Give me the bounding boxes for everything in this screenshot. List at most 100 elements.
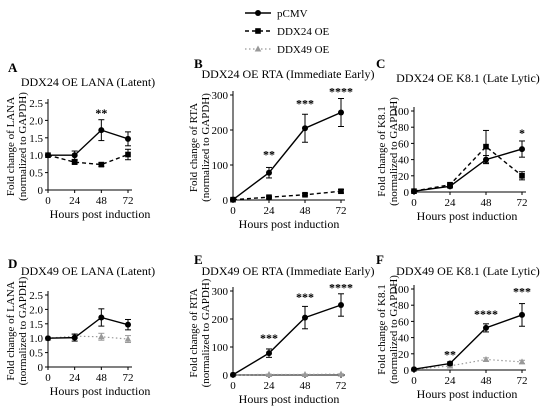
series-line-pcmv bbox=[232, 304, 342, 376]
y-tick-label: 2.5 bbox=[29, 290, 43, 302]
data-point-pcmv bbox=[411, 188, 417, 195]
y-tick-label: 200 bbox=[212, 314, 229, 326]
legend-entry-pcmv: pCMV bbox=[245, 8, 308, 20]
x-tick-label: 48 bbox=[481, 375, 493, 387]
significance-label: ** bbox=[95, 106, 107, 120]
data-point-pcmv bbox=[45, 335, 51, 342]
legend-marker-pcmv bbox=[255, 10, 261, 16]
y-tick-label: 300 bbox=[212, 90, 229, 102]
series-line-pcmv bbox=[413, 314, 523, 370]
y-axis-label-line: (normalized to GAPDH) bbox=[17, 276, 29, 385]
series-line-ddx24 bbox=[232, 190, 342, 201]
data-point-pcmv bbox=[302, 314, 308, 321]
x-tick-label: 0 bbox=[45, 195, 51, 207]
y-tick-label: 60 bbox=[398, 138, 410, 150]
legend-label-pcmv: pCMV bbox=[277, 8, 308, 20]
y-axis-label-line: (normalized to GAPDH) bbox=[200, 278, 212, 387]
series-ddx24 bbox=[45, 148, 131, 168]
panel-f: F DDX49 OE K8.1 (Late Lytic) 0 20 40 60 80 100 0… bbox=[376, 252, 540, 401]
y-axis-label-line: (normalized to GAPDH) bbox=[388, 275, 400, 384]
y-tick-label: 40 bbox=[398, 155, 410, 167]
y-tick-label: 20 bbox=[398, 171, 410, 183]
y-axis-label: Fold change of K8.1(normalized to GAPDH) bbox=[376, 97, 400, 206]
y-tick-label: 1.0 bbox=[29, 333, 43, 345]
data-point-pcmv bbox=[338, 109, 344, 116]
significance-label: ** bbox=[444, 348, 456, 362]
x-tick-label: 0 bbox=[230, 380, 236, 392]
series-pcmv bbox=[45, 119, 131, 160]
panel-d: D DDX49 OE LANA (Latent)00.51.01.52.02.50… bbox=[5, 256, 155, 398]
y-tick-label: 2.0 bbox=[29, 115, 43, 127]
panel-title: DDX24 OE RTA (Immediate Early) bbox=[202, 67, 375, 81]
y-tick-label: 0 bbox=[404, 187, 410, 199]
significance-label: **** bbox=[329, 85, 353, 99]
series-line-pcmv bbox=[48, 129, 129, 156]
x-tick-label: 72 bbox=[123, 372, 134, 384]
legend-label-ddx49: DDX49 OE bbox=[277, 44, 330, 56]
x-tick-label: 24 bbox=[264, 380, 276, 392]
panel-title: DDX49 OE LANA (Latent) bbox=[21, 264, 155, 278]
y-tick-label: 20 bbox=[398, 349, 410, 361]
y-axis-label: Fold change of K8.1(normalized to GAPDH) bbox=[376, 275, 400, 384]
x-tick-label: 24 bbox=[445, 197, 457, 209]
x-tick-label: 0 bbox=[411, 375, 417, 387]
y-axis-label-line: (normalized to GAPDH) bbox=[388, 97, 400, 206]
data-point-pcmv bbox=[338, 302, 344, 308]
y-tick-label: 0.5 bbox=[29, 168, 43, 180]
data-point-ddx49 bbox=[337, 370, 345, 377]
data-point-pcmv bbox=[483, 324, 489, 331]
x-tick-label: 48 bbox=[96, 195, 108, 207]
data-point-ddx24 bbox=[98, 161, 105, 168]
y-tick-label: 100 bbox=[393, 284, 410, 296]
y-tick-label: 200 bbox=[212, 125, 229, 137]
panel-label: A bbox=[8, 60, 18, 75]
x-tick-label: 24 bbox=[69, 195, 81, 207]
x-tick-label: 0 bbox=[230, 205, 236, 217]
y-axis-label: Fold change of LANA(normalized to GAPDH) bbox=[5, 276, 29, 385]
y-axis-label-line: Fold change of RTA bbox=[188, 103, 200, 192]
significance-label: *** bbox=[296, 290, 314, 304]
significance-label: **** bbox=[474, 307, 498, 321]
series-ddx24 bbox=[411, 129, 525, 194]
data-point-pcmv bbox=[71, 334, 78, 341]
series-pcmv bbox=[230, 98, 344, 203]
significance-label: *** bbox=[260, 331, 278, 345]
y-axis-label-line: (normalized to GAPDH) bbox=[17, 92, 29, 201]
data-point-ddx24 bbox=[125, 151, 131, 158]
x-tick-label: 72 bbox=[336, 380, 347, 392]
data-point-ddx49 bbox=[518, 358, 526, 365]
y-tick-label: 1.5 bbox=[29, 133, 43, 145]
y-axis-label-line: Fold change of LANA bbox=[5, 281, 17, 380]
x-tick-label: 48 bbox=[300, 380, 312, 392]
y-tick-label: 1.5 bbox=[29, 319, 43, 331]
data-point-ddx49 bbox=[301, 370, 309, 377]
series-pcmv bbox=[411, 303, 525, 373]
data-point-ddx49 bbox=[98, 333, 105, 340]
y-tick-label: 0 bbox=[38, 185, 44, 197]
data-point-ddx49 bbox=[482, 355, 490, 362]
x-tick-label: 72 bbox=[336, 205, 347, 217]
x-tick-label: 0 bbox=[45, 372, 51, 384]
y-tick-label: 60 bbox=[398, 316, 410, 328]
x-tick-label: 24 bbox=[264, 205, 276, 217]
series-line-ddx24 bbox=[47, 153, 129, 166]
x-axis-label: Hours post induction bbox=[417, 209, 518, 223]
data-point-ddx24 bbox=[338, 188, 344, 195]
series-line-pcmv bbox=[232, 111, 342, 201]
y-axis-label-line: Fold change of RTA bbox=[188, 288, 200, 377]
data-point-ddx24 bbox=[302, 191, 308, 198]
data-point-pcmv bbox=[98, 127, 105, 134]
y-tick-label: 0 bbox=[404, 365, 410, 377]
y-tick-label: 300 bbox=[212, 286, 229, 298]
series-ddx49 bbox=[229, 370, 345, 378]
significance-label: *** bbox=[296, 96, 314, 110]
data-point-pcmv bbox=[266, 169, 272, 176]
y-tick-label: 0 bbox=[223, 370, 229, 382]
data-point-ddx24 bbox=[519, 173, 525, 179]
significance-label: ** bbox=[263, 148, 275, 162]
legend-marker-ddx24 bbox=[255, 28, 261, 34]
data-point-ddx24 bbox=[483, 143, 489, 150]
y-tick-label: 2.5 bbox=[29, 98, 43, 110]
x-tick-label: 72 bbox=[517, 375, 528, 387]
panel-label: D bbox=[8, 256, 17, 271]
